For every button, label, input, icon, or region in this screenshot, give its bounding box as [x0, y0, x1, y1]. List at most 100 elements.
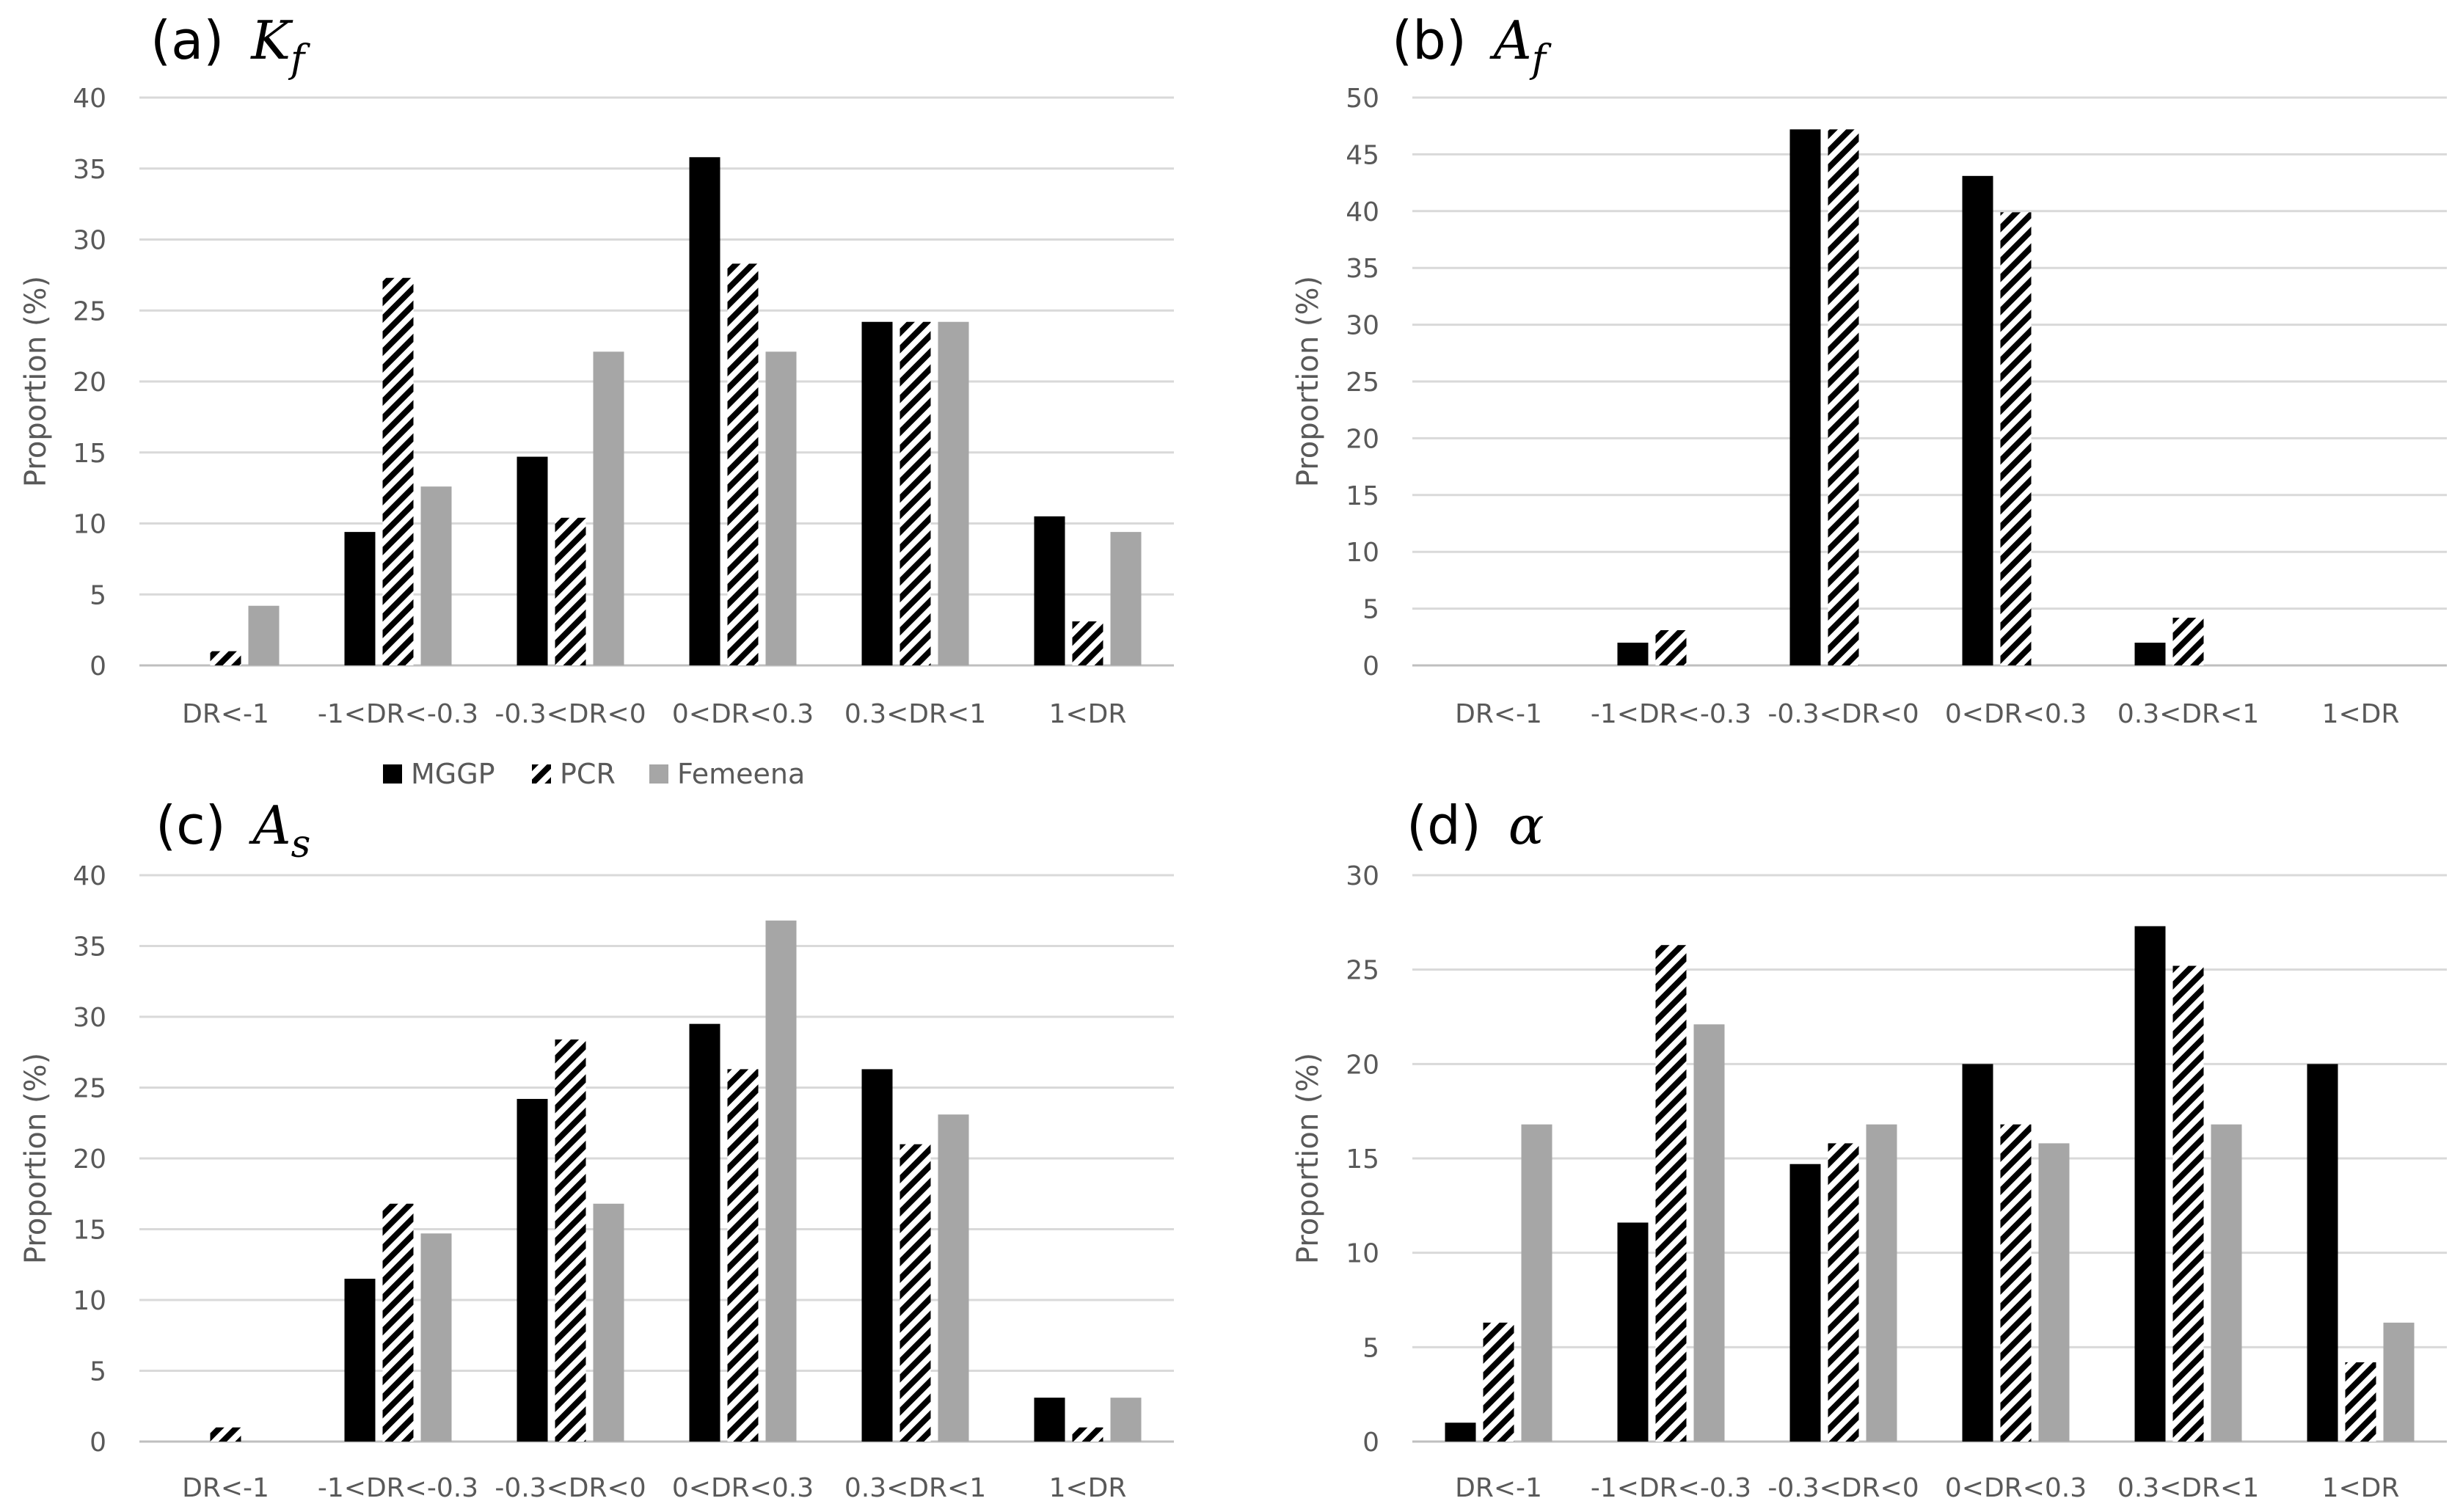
bar-mggp	[517, 456, 548, 665]
x-category-label: -0.3<DR<0	[495, 1473, 646, 1503]
y-axis-label: Proportion (%)	[1291, 1053, 1325, 1264]
bar-mggp	[1617, 643, 1649, 665]
y-tick-label: 15	[73, 439, 106, 469]
bar-femeena	[938, 321, 969, 665]
bar-mggp	[1962, 1064, 1993, 1442]
y-tick-label: 40	[73, 84, 106, 114]
legend-swatch-pcr	[532, 764, 551, 784]
x-category-label: 0.3<DR<1	[844, 699, 986, 729]
bar-pcr	[1828, 1143, 1859, 1442]
bar-mggp	[861, 321, 893, 665]
bar-mggp	[689, 1023, 720, 1442]
y-tick-label: 10	[1346, 538, 1379, 568]
legend-swatch-femeena	[649, 764, 668, 784]
bar-mggp	[861, 1069, 893, 1442]
y-tick-label: 0	[1362, 651, 1379, 682]
y-tick-label: 25	[73, 296, 106, 326]
x-category-label: 1<DR	[2322, 1473, 2400, 1503]
y-axis-label: Proportion (%)	[19, 276, 53, 487]
panel-symbol: A	[249, 795, 291, 856]
y-tick-label: 0	[1362, 1428, 1379, 1458]
legend-swatch-mggp	[383, 764, 402, 784]
y-tick-label: 45	[1346, 140, 1379, 170]
x-category-label: DR<-1	[182, 1473, 269, 1503]
bar-mggp	[344, 1279, 376, 1442]
y-tick-label: 10	[1346, 1239, 1379, 1269]
bar-pcr	[210, 1427, 241, 1442]
y-tick-label: 15	[1346, 481, 1379, 511]
bar-pcr	[210, 651, 241, 665]
x-category-label: -1<DR<-0.3	[318, 699, 478, 729]
y-tick-label: 35	[73, 155, 106, 185]
chart-panel-3: 0 5 10 15 20 25 30 35 40 Proportion (%) (c) As DR<-…	[19, 795, 1174, 1503]
legend-label-femeena: Femeena	[677, 758, 805, 790]
x-category-label: 0.3<DR<1	[844, 1473, 986, 1503]
panel-label: (c)	[156, 795, 243, 856]
bar-mggp	[1445, 1422, 1476, 1442]
bar-mggp	[1617, 1222, 1649, 1442]
bar-pcr	[2172, 965, 2204, 1442]
y-tick-label: 20	[1346, 1050, 1379, 1080]
bar-femeena	[593, 351, 624, 665]
panel-title: (d) α	[1406, 795, 1544, 856]
y-tick-label: 30	[1346, 861, 1379, 891]
x-category-label: -1<DR<-0.3	[318, 1473, 478, 1503]
y-tick-label: 5	[1362, 595, 1379, 625]
bar-pcr	[1828, 129, 1859, 665]
legend: MGGP PCR Femeena	[383, 758, 805, 790]
x-category-label: -0.3<DR<0	[1767, 699, 1919, 729]
x-category-label: -0.3<DR<0	[1767, 1473, 1919, 1503]
panel-symbol: α	[1508, 795, 1544, 856]
y-tick-label: 25	[1346, 956, 1379, 986]
bar-femeena	[1110, 532, 1142, 665]
y-axis-label: Proportion (%)	[19, 1053, 53, 1264]
panel-symbol: K	[249, 10, 293, 71]
bar-pcr	[1655, 945, 1687, 1442]
panel-label: (d)	[1406, 795, 1498, 856]
bar-pcr	[2345, 1362, 2376, 1442]
bar-mggp	[517, 1098, 548, 1442]
y-tick-label: 50	[1346, 84, 1379, 114]
y-tick-label: 30	[73, 1003, 106, 1033]
bar-pcr	[2000, 1124, 2032, 1442]
bar-mggp	[1962, 175, 1993, 665]
bar-femeena	[2211, 1124, 2242, 1442]
panel-label: (b)	[1392, 10, 1484, 71]
y-tick-label: 30	[73, 226, 106, 256]
y-axis-label: Proportion (%)	[1291, 276, 1325, 487]
y-tick-label: 5	[90, 580, 106, 610]
y-tick-label: 20	[73, 368, 106, 398]
panel-title: (c) As	[156, 795, 310, 866]
y-tick-label: 0	[90, 651, 106, 682]
bar-mggp	[1789, 129, 1821, 665]
y-tick-label: 35	[73, 932, 106, 963]
x-category-label: 0<DR<0.3	[672, 699, 814, 729]
bar-mggp	[1034, 1398, 1065, 1442]
panel-subscript: s	[291, 822, 311, 866]
x-category-label: 1<DR	[1049, 1473, 1127, 1503]
panel-subscript: f	[1529, 37, 1552, 81]
bar-mggp	[344, 532, 376, 665]
panel-label: (a)	[150, 10, 241, 71]
y-tick-label: 10	[73, 1286, 106, 1316]
bar-mggp	[2134, 926, 2166, 1442]
y-tick-label: 40	[73, 861, 106, 891]
bar-pcr	[1072, 621, 1103, 665]
x-category-label: -0.3<DR<0	[495, 699, 646, 729]
x-category-label: DR<-1	[182, 699, 269, 729]
bar-femeena	[2383, 1322, 2415, 1442]
y-tick-label: 20	[73, 1144, 106, 1175]
bar-pcr	[555, 517, 586, 665]
bar-pcr	[900, 321, 931, 665]
bar-pcr	[1483, 1322, 1514, 1442]
y-tick-label: 5	[90, 1357, 106, 1387]
y-tick-label: 25	[73, 1074, 106, 1104]
y-tick-label: 40	[1346, 197, 1379, 227]
x-category-label: -1<DR<-0.3	[1591, 699, 1751, 729]
bar-femeena	[938, 1114, 969, 1442]
bar-mggp	[2307, 1064, 2338, 1442]
bar-pcr	[2000, 212, 2032, 665]
y-tick-label: 15	[1346, 1144, 1379, 1175]
bar-femeena	[765, 920, 797, 1442]
